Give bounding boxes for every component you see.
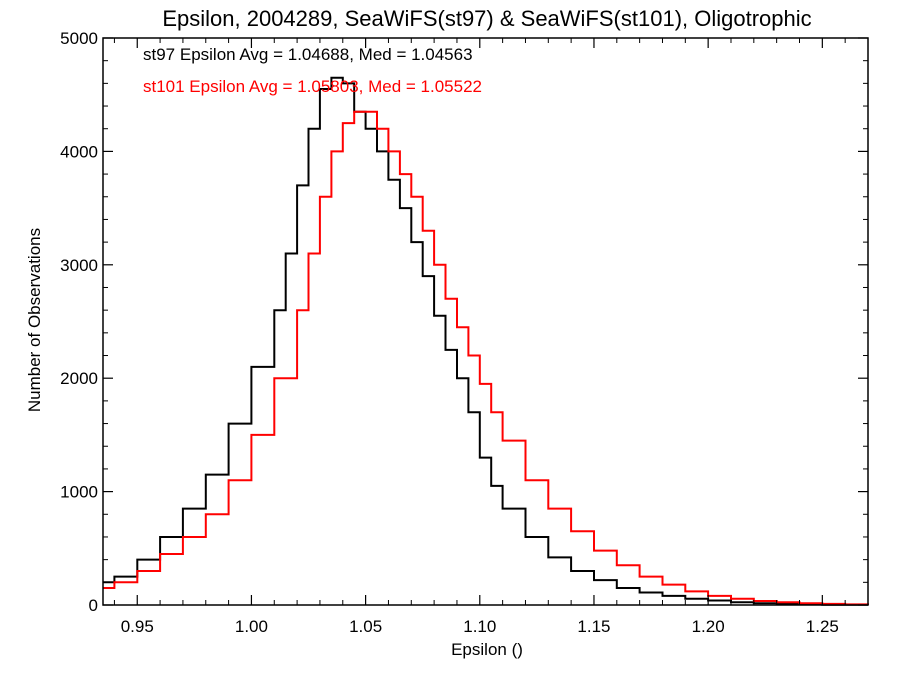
y-tick-label: 5000 [60, 29, 98, 48]
x-tick-label: 1.25 [806, 617, 839, 636]
x-tick-label: 0.95 [121, 617, 154, 636]
y-tick-label: 3000 [60, 256, 98, 275]
x-tick-label: 1.05 [349, 617, 382, 636]
x-tick-label: 1.10 [463, 617, 496, 636]
series-line-st97 [103, 76, 869, 606]
x-axis-label: Epsilon () [451, 640, 523, 659]
plot-frame [102, 37, 869, 606]
plot-area [103, 76, 869, 606]
y-tick-label: 2000 [60, 369, 98, 388]
y-tick-label: 0 [89, 596, 98, 615]
chart-title: Epsilon, 2004289, SeaWiFS(st97) & SeaWiF… [162, 6, 811, 31]
x-tick-label: 1.15 [577, 617, 610, 636]
legend-st101: st101 Epsilon Avg = 1.05803, Med = 1.055… [143, 77, 482, 96]
legend-st97: st97 Epsilon Avg = 1.04688, Med = 1.0456… [143, 45, 473, 64]
y-tick-label: 1000 [60, 483, 98, 502]
series-line-st101 [103, 110, 869, 606]
x-tick-label: 1.20 [692, 617, 725, 636]
y-axis-label: Number of Observations [25, 228, 44, 412]
y-axis-ticks: 0 1000 2000 3000 4000 5000 [60, 29, 868, 615]
x-tick-label: 1.00 [235, 617, 268, 636]
x-axis-ticks: 0.95 1.00 1.05 1.10 1.15 1.20 1.25 [113, 38, 846, 636]
y-tick-label: 4000 [60, 142, 98, 161]
